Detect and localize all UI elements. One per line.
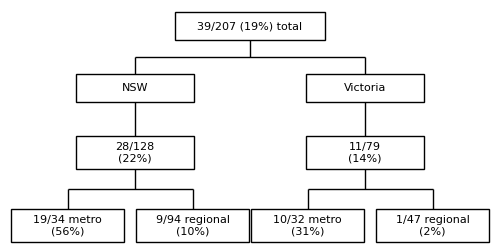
FancyBboxPatch shape [376, 209, 488, 243]
Text: 9/94 regional
(10%): 9/94 regional (10%) [156, 215, 230, 237]
FancyBboxPatch shape [76, 74, 194, 102]
Text: NSW: NSW [122, 83, 148, 93]
FancyBboxPatch shape [12, 209, 124, 243]
Text: 19/34 metro
(56%): 19/34 metro (56%) [33, 215, 102, 237]
FancyBboxPatch shape [175, 12, 325, 40]
FancyBboxPatch shape [306, 74, 424, 102]
Text: 11/79
(14%): 11/79 (14%) [348, 142, 382, 163]
Text: 10/32 metro
(31%): 10/32 metro (31%) [273, 215, 342, 237]
FancyBboxPatch shape [136, 209, 249, 243]
Text: 1/47 regional
(2%): 1/47 regional (2%) [396, 215, 469, 237]
FancyBboxPatch shape [76, 136, 194, 169]
FancyBboxPatch shape [306, 136, 424, 169]
Text: 28/128
(22%): 28/128 (22%) [116, 142, 154, 163]
Text: 39/207 (19%) total: 39/207 (19%) total [198, 21, 302, 31]
Text: Victoria: Victoria [344, 83, 386, 93]
FancyBboxPatch shape [251, 209, 364, 243]
